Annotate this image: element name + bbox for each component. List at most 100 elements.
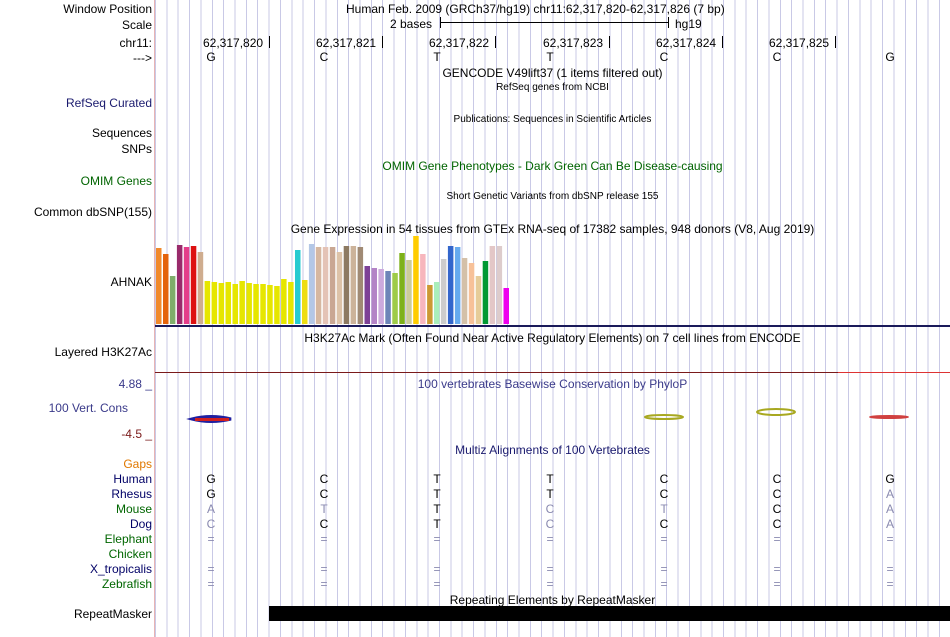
gtex-tissue-bar[interactable] [260,284,266,324]
gtex-tissue-bar[interactable] [190,246,197,324]
refseq-track-label[interactable]: RefSeq Curated [65,96,152,110]
alignment-base: = [660,577,668,591]
alignment-base: = [546,562,554,576]
snps-track-label[interactable]: SNPs [121,142,152,156]
refseq-track-title[interactable]: RefSeq genes from NCBI [496,82,609,93]
gtex-tissue-bar[interactable] [454,247,461,324]
gtex-tissue-bar[interactable] [225,282,232,324]
gtex-tissue-bar[interactable] [434,282,440,324]
h3k27ac-track-label[interactable]: Layered H3K27Ac [54,345,152,359]
gtex-tissue-bar[interactable] [447,246,454,324]
gtex-tissue-bar[interactable] [295,250,301,324]
alignment-base: G [206,472,216,486]
gtex-tissue-bar[interactable] [183,247,190,324]
gtex-tissue-bar[interactable] [343,246,350,324]
repeatmasker-track-title[interactable]: Repeating Elements by RepeatMasker [449,593,656,607]
gtex-tissue-bar[interactable] [378,269,384,324]
publications-track-title[interactable]: Publications: Sequences in Scientific Ar… [453,114,652,125]
phylop-glyph-c2 [756,408,796,416]
alignment-base: C [659,517,669,531]
omim-track-title[interactable]: OMIM Gene Phenotypes - Dark Green Can Be… [382,159,723,173]
gtex-tissue-bar[interactable] [427,285,433,324]
gtex-tissue-bar[interactable] [274,286,280,324]
phylop-track-title[interactable]: 100 vertebrates Basewise Conservation by… [417,377,688,391]
gtex-tissue-bar[interactable] [489,246,496,324]
gtex-tissue-bar[interactable] [482,261,489,324]
gtex-tissue-bar[interactable] [461,258,468,324]
scale-label: Scale [121,18,152,32]
gtex-tissue-bar[interactable] [204,281,211,324]
species-label: Zebrafish [101,577,152,591]
gtex-expression-chart[interactable] [155,236,555,324]
position-tick [835,36,836,48]
window-position-value[interactable]: Human Feb. 2009 (GRCh37/hg19) chr11:62,3… [346,2,725,16]
alignment-base: C [206,517,216,531]
gtex-tissue-bar[interactable] [267,285,273,324]
gencode-track-title[interactable]: GENCODE V49lift37 (1 items filtered out) [442,66,663,80]
sequences-track-label[interactable]: Sequences [91,126,152,140]
gtex-tissue-bar[interactable] [315,247,322,324]
gtex-gene-label[interactable]: AHNAK [110,275,152,289]
omim-track-label[interactable]: OMIM Genes [80,174,152,188]
scale-ruler [440,22,669,23]
gtex-tissue-bar[interactable] [169,276,176,324]
alignment-base: = [886,562,894,576]
gtex-tissue-bar[interactable] [211,282,218,324]
alignment-base: = [660,562,668,576]
alignment-base: T [660,502,668,516]
gtex-tissue-bar[interactable] [246,283,252,324]
repeatmasker-track-label[interactable]: RepeatMasker [73,607,152,621]
chrom-label: chr11: [119,36,152,50]
gtex-tissue-bar[interactable] [281,279,287,324]
gtex-tissue-bar[interactable] [413,236,419,324]
gtex-tissue-bar[interactable] [385,271,391,324]
species-label: Rhesus [111,487,152,501]
gtex-tissue-bar[interactable] [302,280,308,324]
dbsnp-track-title[interactable]: Short Genetic Variants from dbSNP releas… [446,191,659,202]
gtex-tissue-bar[interactable] [218,283,225,324]
alignment-base: C [772,502,782,516]
ref-base: C [772,50,782,64]
base-grid-guides [155,0,950,637]
gtex-tissue-bar[interactable] [350,246,357,324]
gtex-tissue-bar[interactable] [329,247,336,324]
multiz-track-title[interactable]: Multiz Alignments of 100 Vertebrates [455,443,650,457]
gtex-tissue-bar[interactable] [253,284,259,324]
gtex-tissue-bar[interactable] [496,246,503,324]
gtex-tissue-bar[interactable] [288,282,294,324]
label-divider [154,0,155,637]
gtex-tissue-bar[interactable] [420,254,426,324]
gtex-tissue-bar[interactable] [232,284,239,324]
phylop-track-label[interactable]: 100 Vert. Cons [48,401,128,415]
gtex-tissue-bar[interactable] [357,247,364,324]
gtex-tissue-bar[interactable] [406,260,412,324]
alignment-base: = [773,577,781,591]
gtex-tissue-bar[interactable] [163,254,169,324]
alignment-base: T [433,517,441,531]
gtex-tissue-bar[interactable] [371,268,378,324]
gtex-tissue-bar[interactable] [503,288,510,324]
gtex-tissue-bar[interactable] [322,247,329,324]
gtex-tissue-bar[interactable] [468,263,475,324]
dbsnp-track-label[interactable]: Common dbSNP(155) [33,205,152,219]
alignment-base: = [886,532,894,546]
gtex-track-title[interactable]: Gene Expression in 54 tissues from GTEx … [290,222,815,236]
alignment-base: T [433,487,441,501]
gtex-tissue-bar[interactable] [239,281,245,324]
gtex-tissue-bar[interactable] [156,248,162,324]
h3k27ac-signal-line [155,372,950,373]
gtex-tissue-bar[interactable] [364,266,371,324]
h3k27ac-track-title[interactable]: H3K27Ac Mark (Often Found Near Active Re… [304,331,801,345]
gtex-tissue-bar[interactable] [336,252,343,324]
gtex-tissue-bar[interactable] [308,244,315,324]
gtex-tissue-bar[interactable] [392,273,398,324]
gtex-tissue-bar[interactable] [197,252,204,324]
repeat-element-bar[interactable] [269,606,950,621]
gtex-tissue-bar[interactable] [176,245,183,324]
gtex-tissue-bar[interactable] [475,276,482,324]
position-tick-label: 62,317,823 [543,36,604,50]
gtex-tissue-bar[interactable] [399,253,405,324]
gtex-tissue-bar[interactable] [440,259,447,324]
position-tick-label: 62,317,822 [429,36,490,50]
phylop-signal [186,408,909,423]
